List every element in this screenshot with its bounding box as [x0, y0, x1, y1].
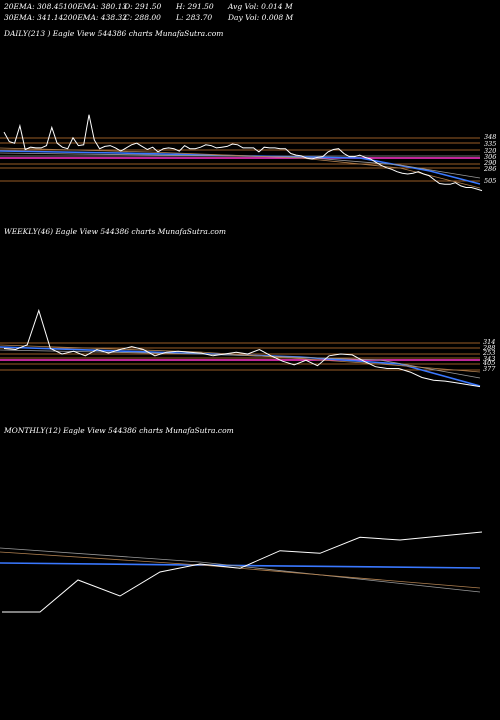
daily-level-label: 335: [484, 140, 496, 148]
weekly-level-label: 405: [482, 359, 495, 367]
weekly-panel-title: WEEKLY(46) Eagle View 544386 charts Muna…: [4, 227, 227, 236]
monthly-panel-title: MONTHLY(12) Eagle View 544386 charts Mun…: [4, 426, 234, 435]
weekly-level-label: 314: [483, 338, 495, 346]
weekly-level-label: 377: [483, 365, 496, 373]
weekly-ema-brown-line: [0, 344, 481, 373]
daily-level-label: 290: [483, 159, 496, 167]
monthly-price-line: [2, 531, 483, 613]
monthly-chart: [0, 531, 483, 613]
stat-20ema: 20EMA: 308.45: [4, 2, 64, 11]
daily-panel-title: DAILY(213 ) Eagle View 544386 charts Mun…: [4, 29, 224, 38]
weekly-ema-grey-line: [0, 349, 481, 379]
stat-high: H: 291.50: [176, 2, 214, 11]
stat-200ema: 200EMA: 438.32: [63, 13, 128, 22]
daily-level-label: 306: [484, 153, 496, 161]
weekly-level-label: 253: [482, 349, 495, 357]
weekly-price-line: [3, 308, 481, 388]
daily-level-label: 286: [483, 165, 496, 173]
stat-avg-vol: Avg Vol: 0.014 M: [228, 2, 293, 11]
daily-level-label: 505: [484, 177, 496, 185]
daily-ema-grey-line: [0, 152, 481, 179]
stat-30ema: 30EMA: 341.14: [4, 13, 64, 22]
weekly-level-label: 343: [483, 355, 495, 363]
stat-100ema: 100EMA: 380.13: [63, 2, 128, 11]
stat-close: C: 288.00: [124, 13, 161, 22]
stat-low: L: 283.70: [176, 13, 213, 22]
stat-day-vol: Day Vol: 0.008 M: [228, 13, 294, 22]
monthly-ema-brown-line: [0, 551, 481, 589]
daily-price-line: [3, 114, 483, 192]
monthly-ema-blue-line: [0, 562, 481, 569]
monthly-ema-grey-line: [0, 547, 481, 593]
daily-level-label: 348: [484, 133, 496, 141]
daily-level-label: 320: [484, 147, 496, 155]
stat-open: O: 291.50: [124, 2, 162, 11]
weekly-level-label: 288: [482, 344, 495, 352]
